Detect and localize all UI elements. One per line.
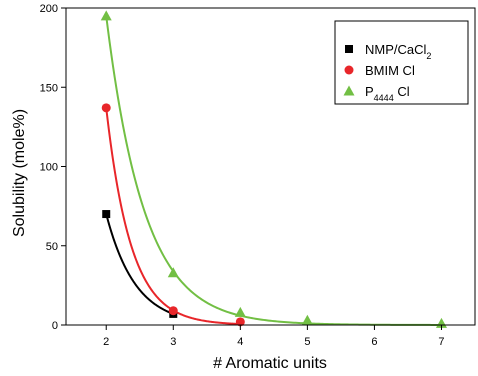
marker-triangle-1	[167, 267, 179, 278]
legend-box	[334, 20, 469, 105]
legend-triangle-icon	[343, 85, 355, 96]
marker-triangle-2	[234, 306, 246, 317]
legend-label-1: BMIM Cl	[365, 63, 415, 78]
fit-curve-0	[105, 213, 174, 315]
marker-circle-0	[101, 103, 111, 113]
legend-marker-0	[345, 45, 353, 53]
axes: 2 3 4 5 6 7 0 50 100 150 200	[40, 3, 476, 348]
x-tick-label-7: 7	[438, 336, 444, 348]
marker-circle-2	[235, 317, 245, 327]
series-0-points	[102, 210, 178, 318]
marker-circle-1	[168, 306, 178, 316]
x-tick-label-2: 2	[103, 336, 109, 348]
y-tick-label-150: 150	[40, 82, 58, 94]
x-tick-label-6: 6	[371, 336, 377, 348]
legend-label-0: NMP/CaCl2	[365, 42, 431, 61]
y-axis-title: Solubility (mole%)	[11, 109, 28, 237]
legend-marker-1	[344, 65, 354, 75]
legend: NMP/CaCl2 BMIM Cl P4444 Cl	[334, 20, 469, 105]
legend-label-2: P4444 Cl	[365, 84, 410, 103]
y-tick-label-100: 100	[40, 162, 58, 174]
x-tick-label-3: 3	[170, 336, 176, 348]
marker-triangle-0	[100, 10, 112, 21]
x-tick-label-5: 5	[304, 336, 310, 348]
legend-marker-2	[343, 85, 355, 96]
marker-square-0	[102, 210, 111, 219]
series-1-points	[101, 103, 245, 327]
y-tick-label-50: 50	[46, 241, 58, 253]
legend-square-icon	[345, 45, 353, 53]
legend-circle-icon	[344, 65, 354, 75]
y-tick-label-0: 0	[52, 320, 58, 332]
x-axis-title: # Aromatic units	[213, 355, 327, 372]
y-tick-label-200: 200	[40, 3, 58, 15]
x-tick-label-4: 4	[237, 336, 243, 348]
marker-triangle-3	[301, 314, 313, 325]
